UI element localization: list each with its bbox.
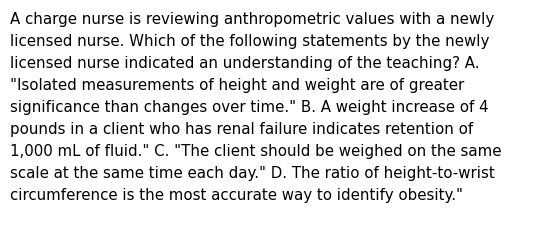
Text: significance than changes over time." B. A weight increase of 4: significance than changes over time." B.… [10,100,489,114]
Text: A charge nurse is reviewing anthropometric values with a newly: A charge nurse is reviewing anthropometr… [10,12,494,27]
Text: "Isolated measurements of height and weight are of greater: "Isolated measurements of height and wei… [10,78,464,93]
Text: scale at the same time each day." D. The ratio of height-to-wrist: scale at the same time each day." D. The… [10,165,495,180]
Text: 1,000 mL of fluid." C. "The client should be weighed on the same: 1,000 mL of fluid." C. "The client shoul… [10,143,502,158]
Text: pounds in a client who has renal failure indicates retention of: pounds in a client who has renal failure… [10,121,473,136]
Text: licensed nurse. Which of the following statements by the newly: licensed nurse. Which of the following s… [10,34,489,49]
Text: circumference is the most accurate way to identify obesity.": circumference is the most accurate way t… [10,187,463,202]
Text: licensed nurse indicated an understanding of the teaching? A.: licensed nurse indicated an understandin… [10,56,479,71]
